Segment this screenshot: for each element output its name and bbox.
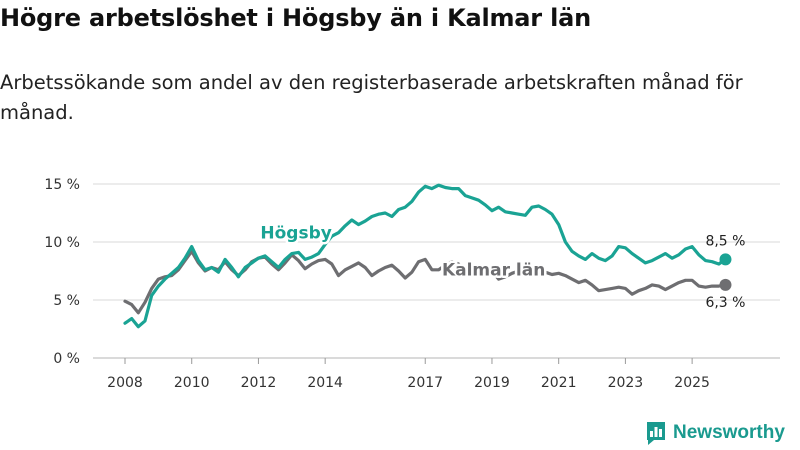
end-value-label-hogsby: 8,5 % <box>705 233 745 249</box>
x-tick-label: 2014 <box>307 375 343 391</box>
x-tick-label: 2008 <box>107 375 143 391</box>
x-tick-label: 2010 <box>174 375 210 391</box>
brand-name: Newsworthy <box>673 422 785 443</box>
end-value-label-kalmar-lan: 6,3 % <box>705 295 745 311</box>
x-tick-label: 2012 <box>241 375 277 391</box>
series-label-hogsby: Högsby <box>260 224 331 244</box>
bar-chart-logo-icon <box>647 422 665 445</box>
y-tick-label: 0 % <box>53 351 80 367</box>
y-tick-label: 15 % <box>44 177 80 193</box>
y-tick-label: 10 % <box>44 235 80 251</box>
end-point-hogsby <box>719 253 732 266</box>
x-tick-label: 2023 <box>608 375 644 391</box>
series-line-hogsby <box>123 183 728 329</box>
x-tick-label: 2017 <box>407 375 443 391</box>
series-line-kalmar-lan <box>123 249 728 315</box>
brand-logo: Newsworthy <box>645 420 785 446</box>
x-tick-label: 2025 <box>674 375 710 391</box>
x-tick-label: 2019 <box>474 375 510 391</box>
end-point-kalmar-lan <box>719 278 732 291</box>
x-tick-label: 2021 <box>541 375 577 391</box>
chart-title: Högre arbetslöshet i Högsby än i Kalmar … <box>0 4 592 32</box>
series-label-kalmar-lan: Kalmar län <box>442 261 545 281</box>
chart-subtitle: Arbetssökande som andel av den registerb… <box>0 71 743 124</box>
y-tick-label: 5 % <box>53 293 80 309</box>
